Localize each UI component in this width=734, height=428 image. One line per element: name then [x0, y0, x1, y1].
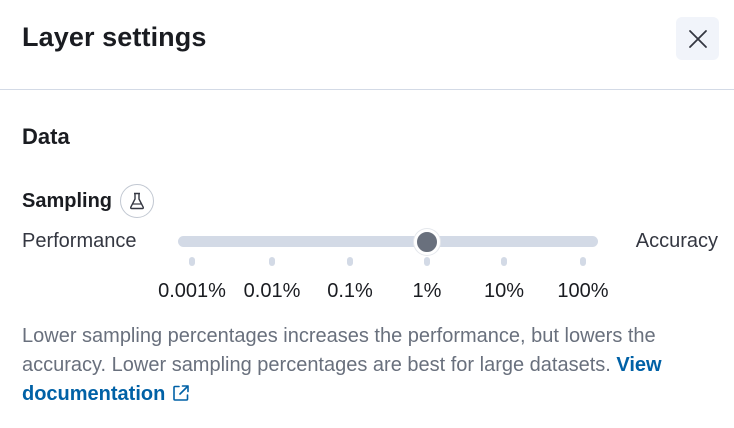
sampling-slider: Performance Accuracy 0.001% 0.01% 0.1% 1% 10… [0, 224, 734, 314]
flyout-header: Layer settings [0, 0, 734, 90]
view-documentation-label: View documentation [22, 354, 662, 405]
flyout-title: Layer settings [22, 22, 207, 52]
slider-tick-label[interactable]: 0.1% [327, 280, 373, 302]
slider-tick-label[interactable]: 0.01% [243, 280, 301, 302]
slider-tick [424, 257, 430, 266]
slider-thumb[interactable] [414, 229, 440, 255]
beaker-icon [129, 192, 145, 210]
technical-preview-badge[interactable] [120, 184, 155, 218]
slider-tick-label[interactable]: 10% [483, 280, 525, 302]
close-icon [688, 29, 707, 48]
slider-tick [347, 257, 353, 266]
help-description: Lower sampling percentages increases the… [22, 325, 656, 376]
slider-tick [580, 257, 586, 266]
help-text: Lower sampling percentages increases the… [22, 322, 722, 409]
sampling-label: Sampling [22, 189, 113, 212]
slider-min-label: Performance [22, 230, 137, 252]
close-button[interactable] [676, 17, 719, 60]
slider-track[interactable] [178, 236, 598, 247]
slider-tick-label[interactable]: 1% [412, 280, 442, 302]
slider-tick [269, 257, 275, 266]
sampling-header: Sampling [22, 184, 155, 218]
slider-tick-label[interactable]: 100% [557, 280, 609, 302]
view-documentation-link[interactable]: View documentation [22, 354, 662, 405]
slider-max-label: Accuracy [635, 230, 718, 252]
slider-tick [189, 257, 195, 266]
slider-tick-label[interactable]: 0.001% [158, 280, 226, 302]
section-title: Data [22, 124, 70, 149]
external-link-icon [173, 385, 190, 401]
slider-tick [501, 257, 507, 266]
